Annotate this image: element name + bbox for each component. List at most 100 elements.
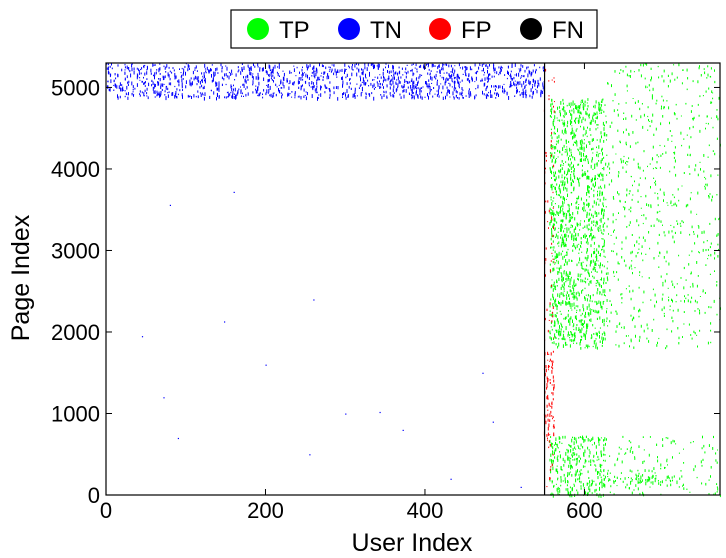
data-point (449, 75, 451, 79)
data-point (477, 84, 479, 89)
data-point (443, 64, 445, 66)
data-point (659, 166, 661, 169)
data-point (252, 91, 254, 94)
data-point (458, 75, 460, 78)
data-point (182, 78, 184, 80)
data-point (588, 218, 590, 222)
data-point (361, 81, 363, 83)
data-point (573, 281, 575, 286)
data-point (451, 80, 453, 82)
data-point (136, 83, 138, 87)
data-point (383, 75, 384, 79)
data-point (372, 63, 374, 67)
data-point (585, 311, 586, 316)
data-point (257, 94, 259, 97)
data-point (717, 487, 719, 491)
data-point (562, 121, 564, 125)
data-point (545, 247, 547, 250)
data-point (394, 72, 396, 75)
data-point (563, 317, 565, 320)
data-point (580, 480, 582, 484)
data-point (557, 194, 559, 196)
data-point (701, 447, 703, 450)
data-point (597, 311, 599, 314)
data-point (552, 454, 554, 456)
data-point (593, 224, 595, 226)
data-point (316, 91, 318, 94)
y-axis-label: Page Index (7, 214, 35, 341)
data-point (638, 481, 640, 484)
data-point (527, 66, 529, 69)
data-point (600, 104, 602, 107)
data-point (588, 272, 589, 275)
data-point (551, 110, 552, 115)
data-point (554, 255, 556, 260)
data-point (708, 87, 710, 90)
data-point (552, 225, 554, 229)
data-point (691, 296, 693, 299)
data-point (556, 312, 558, 314)
data-point (126, 75, 128, 79)
data-point (606, 225, 608, 228)
data-point (602, 223, 604, 228)
data-point (372, 79, 374, 81)
data-point (567, 313, 569, 318)
data-point (706, 77, 708, 79)
data-point (553, 173, 555, 177)
data-point (258, 81, 260, 86)
data-point (564, 212, 566, 215)
data-point (154, 90, 156, 94)
data-point (649, 120, 651, 122)
data-point (644, 77, 646, 80)
data-point (441, 67, 443, 70)
data-point (596, 302, 598, 305)
data-point (579, 480, 580, 483)
data-point (553, 484, 555, 487)
data-point (640, 207, 642, 209)
data-point (204, 77, 206, 82)
data-point (213, 74, 215, 78)
data-point (581, 265, 583, 269)
data-point (719, 494, 721, 498)
data-point (243, 66, 245, 70)
data-point (462, 89, 464, 91)
data-point (550, 199, 552, 201)
data-point (678, 199, 680, 202)
data-point (652, 481, 654, 485)
data-point (551, 442, 553, 445)
data-point (573, 234, 575, 239)
data-point (348, 66, 350, 69)
data-point (716, 486, 718, 488)
data-point (556, 285, 558, 287)
data-point (382, 68, 384, 72)
data-point (546, 385, 548, 388)
data-point (487, 70, 488, 74)
data-point (156, 92, 158, 96)
data-point (586, 258, 588, 262)
data-point (373, 83, 375, 87)
data-point (578, 473, 580, 476)
data-point (395, 81, 397, 85)
data-point (573, 175, 575, 177)
data-point (667, 464, 668, 466)
data-point (509, 75, 511, 77)
data-point (483, 68, 484, 72)
data-point (601, 148, 603, 152)
data-point (554, 178, 556, 182)
data-point (568, 319, 569, 323)
data-point (639, 308, 641, 311)
data-point (552, 350, 554, 353)
data-point (595, 483, 597, 486)
data-point (603, 156, 605, 159)
data-point (683, 448, 684, 450)
data-point (495, 97, 497, 99)
data-point (599, 138, 601, 143)
data-point (547, 378, 549, 382)
data-point (361, 72, 363, 75)
data-point (181, 78, 183, 83)
data-point (699, 309, 700, 312)
data-point (558, 338, 560, 340)
data-point (404, 79, 406, 83)
data-point (576, 222, 578, 226)
data-point (585, 294, 587, 296)
